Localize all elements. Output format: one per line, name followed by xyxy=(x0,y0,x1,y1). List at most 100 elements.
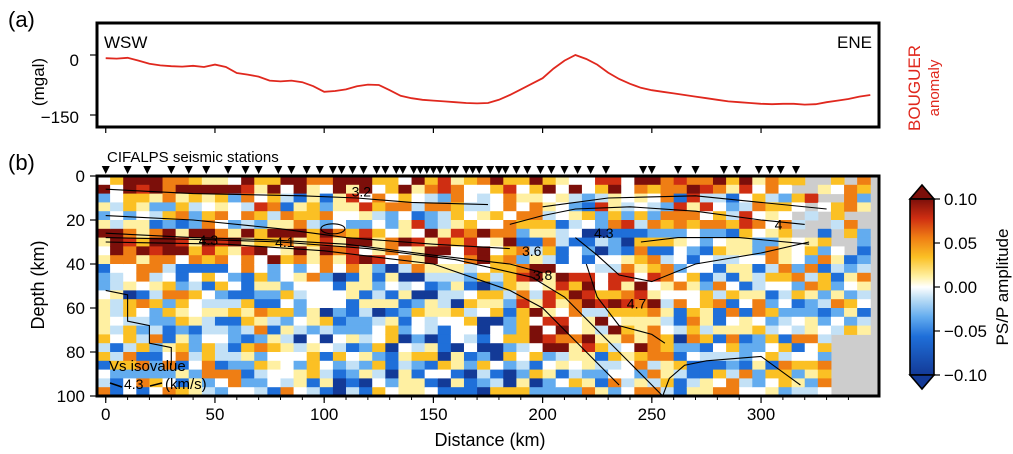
heatmap-cell xyxy=(175,378,190,388)
heatmap-cell xyxy=(463,202,478,212)
heatmap-cell xyxy=(346,184,360,195)
heatmap-cell xyxy=(463,290,478,300)
heatmap-cell xyxy=(608,334,622,344)
x-tick-label: 50 xyxy=(205,405,224,424)
heatmap-cell xyxy=(686,281,701,291)
heatmap-cell xyxy=(188,316,203,327)
heatmap-cell xyxy=(752,369,766,379)
heatmap-cell xyxy=(555,334,570,344)
heatmap-cell xyxy=(214,220,229,230)
heatmap-cell xyxy=(359,334,373,344)
y-tick-label: 40 xyxy=(66,255,85,274)
station-marker xyxy=(573,166,582,174)
heatmap-cell xyxy=(778,360,793,371)
heatmap-cell xyxy=(857,325,871,335)
heatmap-cell xyxy=(477,237,491,247)
heatmap-cell xyxy=(280,281,295,291)
panel-a: (a) (mgal) 0 −150 WSW ENE BOUGUER anomal… xyxy=(8,7,943,133)
heatmap-cell xyxy=(241,352,255,362)
heatmap-cell xyxy=(555,290,570,300)
station-marker xyxy=(337,166,346,174)
heatmap-cell xyxy=(595,211,609,221)
heatmap-cell xyxy=(634,290,648,300)
heatmap-cell xyxy=(739,308,753,318)
heatmap-cell xyxy=(110,281,124,291)
heatmap-cell xyxy=(477,193,491,203)
heatmap-cell xyxy=(765,264,780,274)
heatmap-cell xyxy=(372,228,386,239)
heatmap-cell xyxy=(110,290,124,300)
heatmap-cell xyxy=(437,360,452,371)
heatmap-cell xyxy=(228,325,242,335)
heatmap-cell xyxy=(542,176,557,186)
heatmap-cell xyxy=(477,220,491,230)
heatmap-cell xyxy=(686,237,701,247)
heatmap-cell xyxy=(595,334,609,344)
heatmap-cell xyxy=(503,378,517,388)
heatmap-cell xyxy=(306,246,321,256)
heatmap-cell xyxy=(765,255,780,265)
heatmap-cell xyxy=(97,369,111,379)
heatmap-cell xyxy=(450,308,465,318)
stations-title: CIFALPS seismic stations xyxy=(107,149,279,166)
heatmap-cell xyxy=(450,176,465,186)
heatmap-cell xyxy=(686,202,701,212)
heatmap-cell xyxy=(110,325,124,335)
heatmap-cell xyxy=(450,264,465,274)
heatmap-cell xyxy=(699,343,714,353)
heatmap-cell xyxy=(490,343,504,353)
heatmap-cell xyxy=(581,281,596,291)
heatmap-cell xyxy=(293,378,308,388)
heatmap-cell xyxy=(516,228,531,239)
heatmap-cell xyxy=(752,184,766,195)
heatmap-cell xyxy=(752,202,766,212)
heatmap-cell xyxy=(647,220,662,230)
heatmap-cell xyxy=(267,387,281,396)
heatmap-cell xyxy=(516,211,531,221)
heatmap-cell xyxy=(385,387,399,396)
heatmap-cell xyxy=(673,299,688,309)
heatmap-cell xyxy=(450,272,465,283)
heatmap-cell xyxy=(739,352,753,362)
heatmap-cell xyxy=(490,202,504,212)
heatmap-cell xyxy=(280,378,295,388)
heatmap-cell xyxy=(463,211,478,221)
heatmap-cell xyxy=(673,316,688,327)
heatmap-cell xyxy=(477,184,491,195)
heatmap-cell xyxy=(463,352,478,362)
heatmap-cell xyxy=(214,334,229,344)
heatmap-cell xyxy=(529,369,544,379)
heatmap-cell xyxy=(660,290,675,300)
heatmap-cell xyxy=(267,325,281,335)
heatmap-cell xyxy=(817,378,832,388)
heatmap-cell xyxy=(765,299,780,309)
heatmap-cell xyxy=(752,360,766,371)
heatmap-cell xyxy=(463,316,478,327)
heatmap-cell xyxy=(765,360,780,371)
heatmap-cell xyxy=(175,264,190,274)
heatmap-cell xyxy=(686,272,701,283)
heatmap-cell xyxy=(411,360,426,371)
heatmap-cell xyxy=(293,193,308,203)
heatmap-cell xyxy=(385,255,399,265)
heatmap-cell xyxy=(765,237,780,247)
heatmap-cell xyxy=(791,387,806,396)
heatmap-cell xyxy=(817,184,832,195)
heatmap-cell xyxy=(608,325,622,335)
heatmap-cell xyxy=(188,202,203,212)
heatmap-cell xyxy=(581,220,596,230)
heatmap-cell xyxy=(581,272,596,283)
heatmap-cell xyxy=(398,220,413,230)
heatmap-cell xyxy=(516,202,531,212)
heatmap-cell xyxy=(699,360,714,371)
heatmap-cell xyxy=(463,237,478,247)
heatmap-cell xyxy=(254,176,268,186)
heatmap-cell xyxy=(437,246,452,256)
heatmap-cell xyxy=(490,272,504,283)
vs-contour-line xyxy=(105,241,620,386)
heatmap-cell xyxy=(778,184,793,195)
heatmap-cell xyxy=(346,246,360,256)
heatmap-cell xyxy=(293,184,308,195)
heatmap-cell xyxy=(595,202,609,212)
